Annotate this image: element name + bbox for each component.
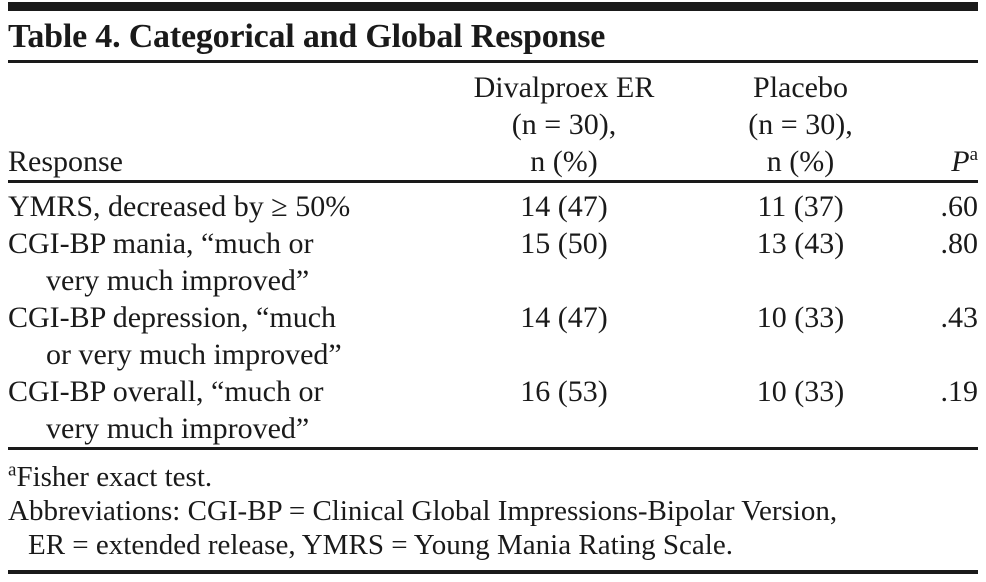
column-header-response: Response bbox=[8, 145, 123, 178]
footnote-rule bbox=[8, 447, 978, 450]
placebo-value: 10 (33) bbox=[756, 301, 845, 334]
table-row: CGI-BP depression, “much or very much im… bbox=[8, 299, 978, 373]
table-row: YMRS, decreased by ≥ 50% 14 (47) 11 (37)… bbox=[8, 188, 978, 225]
footnote-fisher: aFisher exact test. bbox=[8, 459, 213, 493]
divalproex-value: 15 (50) bbox=[520, 227, 608, 260]
p-footnote-marker: a bbox=[969, 144, 978, 165]
table-header-row: Response Divalproex ER (n = 30), n (%) P… bbox=[8, 63, 978, 180]
divalproex-header-line3: n (%) bbox=[530, 145, 598, 178]
p-value: .19 bbox=[940, 375, 979, 408]
response-label: CGI-BP mania, “much or very much improve… bbox=[8, 227, 314, 297]
table-row: CGI-BP overall, “much or very much impro… bbox=[8, 373, 978, 447]
journal-table: Table 4. Categorical and Global Response… bbox=[8, 2, 978, 574]
p-value: .43 bbox=[940, 301, 979, 334]
column-header-p-value: Pa bbox=[913, 143, 978, 180]
footnote-abbreviations-line2: ER = extended release, YMRS = Young Mani… bbox=[28, 529, 733, 561]
table-title: Table 4. Categorical and Global Response bbox=[8, 18, 606, 55]
placebo-value: 11 (37) bbox=[757, 190, 844, 223]
bottom-thick-rule bbox=[8, 570, 978, 574]
placebo-value: 13 (43) bbox=[756, 227, 845, 260]
footnote-abbreviations-line1: Abbreviations: CGI-BP = Clinical Global … bbox=[8, 495, 838, 527]
response-label: YMRS, decreased by ≥ 50% bbox=[8, 190, 351, 223]
divalproex-value: 16 (53) bbox=[520, 375, 608, 408]
response-label: CGI-BP overall, “much or very much impro… bbox=[8, 375, 324, 445]
table-row: CGI-BP mania, “much or very much improve… bbox=[8, 225, 978, 299]
divalproex-header-line2: (n = 30), bbox=[511, 108, 617, 141]
header-underline-rule bbox=[8, 180, 978, 183]
table-body: YMRS, decreased by ≥ 50% 14 (47) 11 (37)… bbox=[8, 183, 978, 447]
placebo-header-line3: n (%) bbox=[766, 145, 835, 178]
column-header-divalproex: Divalproex ER (n = 30), n (%) bbox=[440, 69, 688, 180]
response-label: CGI-BP depression, “much or very much im… bbox=[8, 301, 342, 371]
divalproex-value: 14 (47) bbox=[520, 190, 608, 223]
table-footnotes: aFisher exact test. Abbreviations: CGI-B… bbox=[8, 450, 978, 562]
placebo-value: 10 (33) bbox=[756, 375, 845, 408]
placebo-header-line1: Placebo bbox=[753, 71, 848, 104]
placebo-header-line2: (n = 30), bbox=[748, 108, 853, 141]
title-underline-rule bbox=[8, 60, 978, 63]
p-value: .80 bbox=[940, 227, 979, 260]
divalproex-header-line1: Divalproex ER bbox=[473, 71, 655, 104]
column-header-placebo: Placebo (n = 30), n (%) bbox=[688, 69, 913, 180]
divalproex-value: 14 (47) bbox=[520, 301, 608, 334]
top-thick-rule bbox=[8, 2, 978, 11]
fisher-footnote-marker: a bbox=[8, 459, 17, 481]
p-value: .60 bbox=[940, 190, 979, 223]
p-symbol: P bbox=[951, 145, 970, 178]
